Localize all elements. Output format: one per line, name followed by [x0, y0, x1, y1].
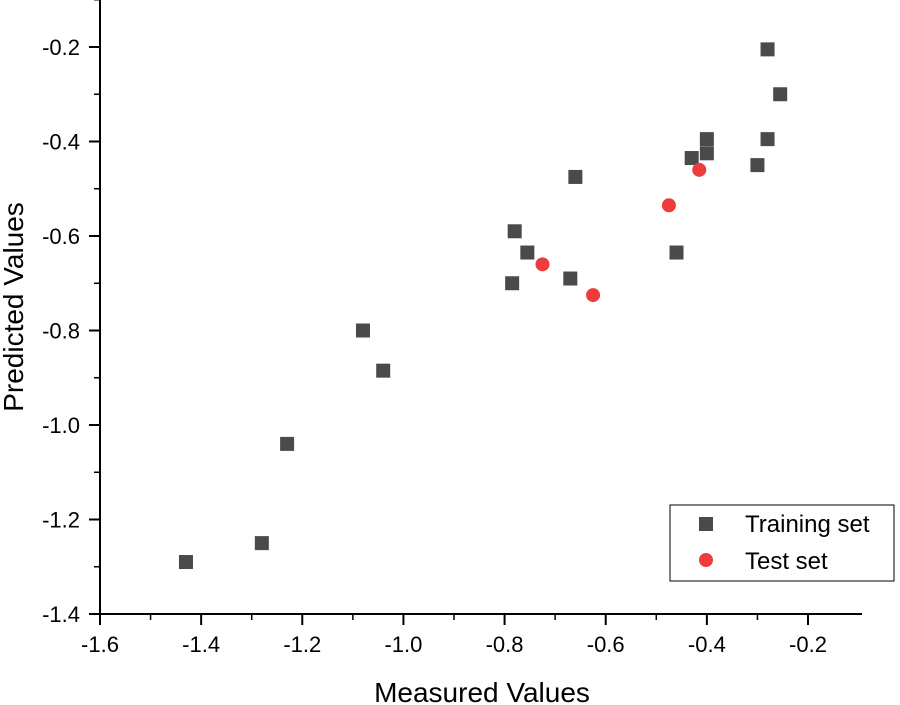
test-set-point [661, 198, 676, 213]
training-set-point [773, 87, 788, 102]
y-axis-title: Predicted Values [0, 202, 29, 412]
legend-marker-training-set [699, 517, 713, 531]
x-tick-label: -1.6 [81, 632, 119, 657]
y-tick-label: -0.8 [42, 319, 80, 344]
data-points [178, 42, 788, 570]
y-tick-label: -1.0 [42, 413, 80, 438]
x-axis-title: Measured Values [374, 677, 590, 705]
test-set-point [535, 257, 550, 272]
y-tick-label: -1.2 [42, 508, 80, 533]
training-set-point [750, 158, 765, 173]
y-tick-label: -0.2 [42, 35, 80, 60]
training-set-point [699, 146, 714, 161]
training-set-point [563, 271, 578, 286]
y-tick-label: -1.4 [42, 602, 80, 627]
axis-tick-labels: -1.6 -1.4 -1.2 -1.0 -0.8 -0.6 -0.4 -0.2-1.4-1.2… [42, 35, 827, 657]
training-set-point [254, 536, 269, 551]
x-tick-label: -1.4 [182, 632, 220, 657]
legend-label-training-set: Training set [745, 511, 870, 538]
x-tick-label: -0.8 [486, 632, 524, 657]
training-set-point [376, 363, 391, 378]
x-tick-label: -0.2 [789, 632, 827, 657]
x-tick-label: -1.2 [283, 632, 321, 657]
x-tick-label: -0.6 [587, 632, 625, 657]
training-set-point [699, 132, 714, 147]
x-tick-label: -0.4 [688, 632, 726, 657]
training-set-point [505, 276, 520, 291]
training-set-point [520, 245, 535, 260]
training-set-point [684, 151, 699, 166]
legend-label-test-set: Test set [745, 548, 828, 575]
training-set-point [355, 323, 370, 338]
test-set-point [586, 288, 601, 303]
training-set-point [280, 436, 295, 451]
training-set-point [568, 169, 583, 184]
training-set-point [178, 555, 193, 570]
legend-marker-test-set [699, 553, 713, 567]
training-set-point [760, 132, 775, 147]
training-set-point [669, 245, 684, 260]
x-tick-label: -1.0 [384, 632, 422, 657]
test-set-point [692, 162, 707, 177]
y-tick-label: -0.6 [42, 224, 80, 249]
training-set-point [507, 224, 522, 239]
y-tick-label: -0.4 [42, 130, 80, 155]
legend: Training set Test set [669, 504, 895, 582]
training-set-point [760, 42, 775, 57]
